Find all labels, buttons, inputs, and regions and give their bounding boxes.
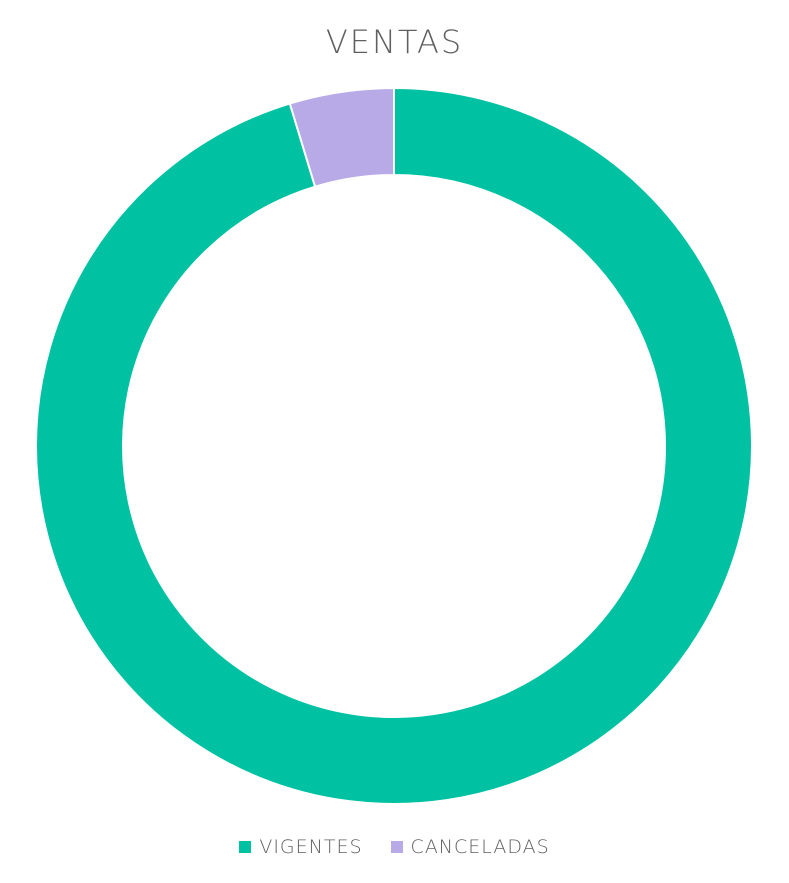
legend-label-canceladas: CANCELADAS (410, 836, 550, 858)
chart-legend: VIGENTES CANCELADAS (0, 836, 789, 858)
chart-title: VENTAS (325, 23, 464, 61)
legend-item-vigentes[interactable]: VIGENTES (239, 836, 362, 858)
legend-item-canceladas[interactable]: CANCELADAS (390, 836, 550, 858)
donut-slice-vigentes[interactable] (35, 86, 753, 805)
legend-label-vigentes: VIGENTES (259, 836, 363, 858)
legend-swatch-vigentes (239, 841, 252, 853)
legend-swatch-canceladas (390, 841, 403, 853)
donut-slice-canceladas[interactable] (288, 86, 395, 188)
